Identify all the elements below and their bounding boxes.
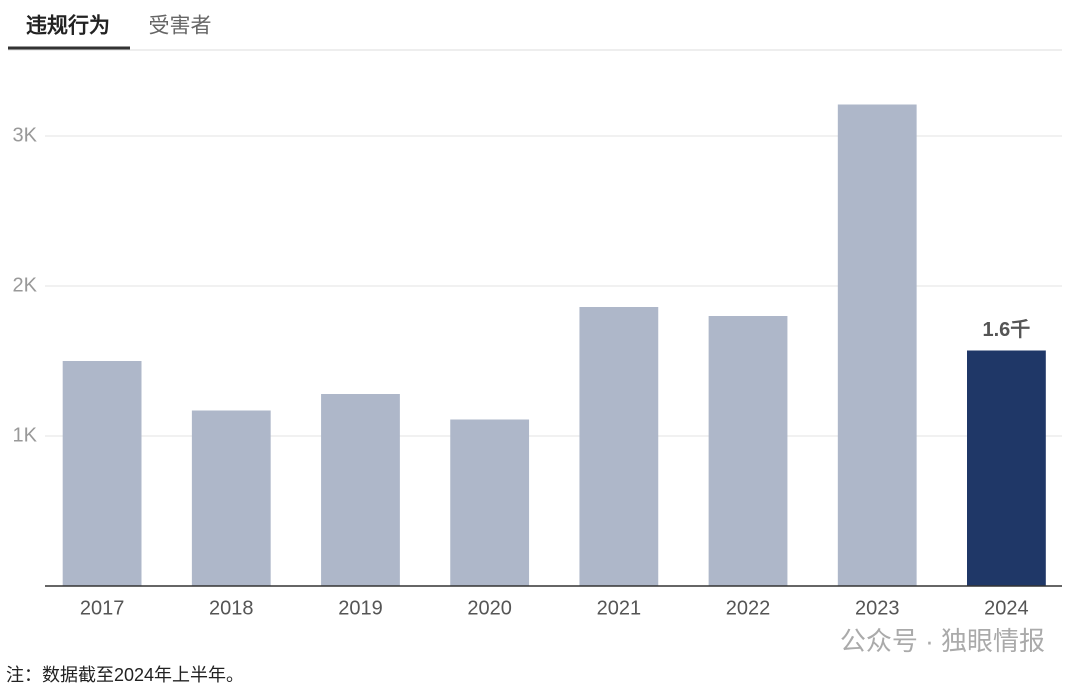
x-tick-label: 2020 (467, 597, 512, 619)
bar (450, 419, 530, 586)
bar (837, 104, 917, 586)
value-label: 1.6千 (983, 318, 1031, 341)
y-tick-label: 2K (13, 274, 38, 296)
bar (967, 350, 1046, 586)
x-tick-label: 2017 (80, 597, 125, 619)
bar (191, 410, 271, 586)
footnote: 注：数据截至2024年上半年。 (6, 665, 244, 685)
bar (321, 394, 400, 586)
bar (62, 361, 142, 586)
x-tick-label: 2018 (209, 597, 254, 619)
x-tick-label: 2023 (855, 597, 900, 619)
tab-active[interactable]: 违规行为 (26, 14, 110, 38)
y-tick-label: 1K (13, 424, 38, 446)
x-tick-label: 2019 (338, 597, 383, 619)
x-tick-label: 2021 (597, 597, 642, 619)
x-tick-label: 2022 (726, 597, 771, 619)
y-tick-label: 3K (13, 124, 38, 146)
watermark: 公众号 · 独眼情报 (840, 626, 1045, 656)
tab[interactable]: 受害者 (149, 15, 212, 38)
bar (579, 307, 659, 586)
bar (708, 316, 788, 586)
x-tick-label: 2024 (984, 597, 1029, 619)
